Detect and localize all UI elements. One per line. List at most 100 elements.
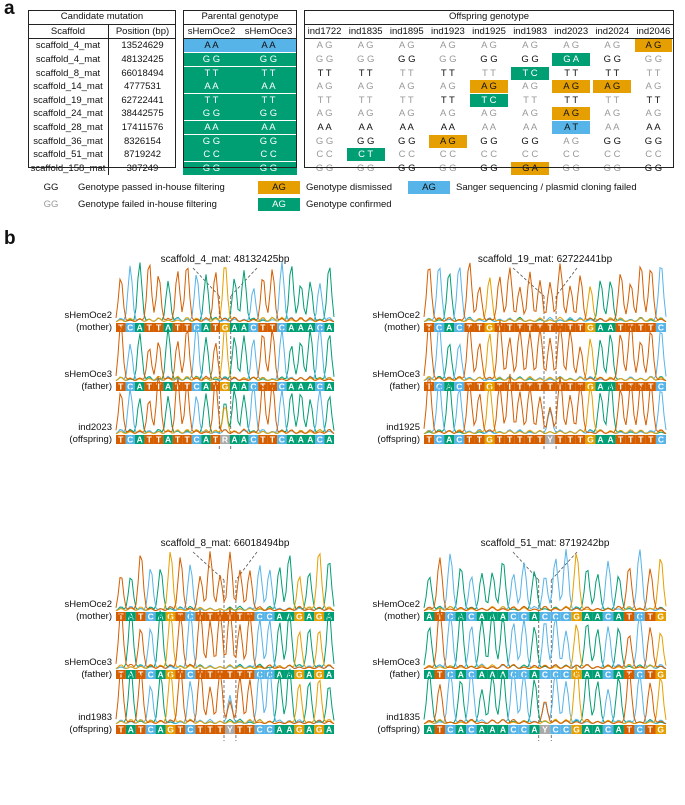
trace-T-curve: [423, 672, 667, 725]
genotype-value: G A: [511, 161, 549, 175]
genotype-cell: A A: [468, 121, 509, 135]
base-letter: C: [521, 612, 527, 622]
base-letter: T: [648, 435, 654, 445]
base-cell: [529, 670, 540, 679]
base-cell: [220, 435, 230, 444]
base-cell: [581, 670, 593, 679]
base-letter: A: [458, 612, 464, 622]
genotype-cell: T T: [386, 66, 427, 80]
sample-role: (offspring): [69, 434, 112, 445]
base-letter: T: [213, 382, 219, 392]
base-cell: [464, 435, 475, 444]
genotype-value: A A: [183, 121, 240, 135]
base-cell: [277, 382, 287, 391]
trace-T-curve: [423, 608, 667, 670]
base-letter: A: [231, 323, 237, 333]
base-cell: [116, 670, 126, 679]
genotype-cell: A G: [345, 80, 386, 94]
base-letter: T: [247, 725, 253, 735]
base-letter: A: [616, 725, 622, 735]
position-header: Position (bp): [108, 24, 176, 40]
genotype-cell: T T: [633, 94, 674, 108]
base-letter: A: [584, 612, 590, 622]
base-cell: [571, 670, 582, 679]
base-letter: A: [458, 670, 464, 680]
base-letter: T: [537, 382, 543, 392]
base-cell: [655, 612, 666, 621]
base-cell: [508, 670, 519, 679]
legend-text-sanger: Sanger sequencing / plasmid cloning fail…: [456, 182, 637, 193]
base-cell: [565, 323, 576, 332]
genotype-value: A G: [357, 40, 374, 52]
trace-C-curve: [115, 667, 335, 725]
genotype-cell: G G: [468, 53, 509, 67]
position-value: 8719242: [124, 149, 161, 161]
genotype-value: A A: [481, 122, 497, 134]
base-cell: [514, 323, 525, 332]
base-letter: T: [527, 435, 533, 445]
base-letter: T: [638, 323, 644, 333]
base-letter: T: [648, 725, 654, 735]
base-letter: A: [165, 323, 171, 333]
base-letter: A: [426, 725, 432, 735]
base-cell: [623, 725, 635, 734]
genotype-value: A G: [481, 108, 497, 120]
genotype-value: G G: [315, 54, 334, 66]
base-cell: [254, 612, 265, 621]
base-cell: [239, 323, 249, 332]
scaffold-name: scaffold_28_mat: [28, 120, 109, 135]
base-cell: [185, 725, 196, 734]
base-cell: [175, 725, 186, 734]
base-cell: [613, 612, 624, 621]
position-value: 62722441: [121, 94, 164, 106]
base-letter: A: [595, 612, 601, 622]
genotype-cell: G G: [240, 53, 297, 67]
base-cell: [324, 435, 334, 444]
base-cell: [623, 612, 635, 621]
base-cell: [655, 725, 666, 734]
base-cell: [615, 382, 626, 391]
base-letter: T: [497, 435, 503, 445]
base-letter: A: [595, 670, 601, 680]
trace-T-curve: [115, 607, 335, 670]
base-cell: [239, 382, 249, 391]
base-cell: [314, 612, 325, 621]
base-letter: C: [250, 435, 256, 445]
base-cell: [116, 382, 126, 391]
base-cell: [234, 670, 245, 679]
base-letter: C: [658, 382, 664, 392]
trace-A-curve: [423, 334, 667, 382]
genotype-cell: C C: [510, 148, 551, 162]
sample-role: (father): [389, 669, 420, 680]
base-letter: C: [510, 670, 516, 680]
trace-A-curve: [115, 389, 335, 435]
scaffold-name: scaffold_8_mat: [28, 66, 109, 80]
trace-C-curve: [423, 549, 667, 612]
genotype-value: G G: [240, 161, 297, 175]
callout-line-right: [230, 267, 258, 297]
genotype-value: A G: [645, 108, 662, 120]
base-cell: [125, 323, 135, 332]
base-letter: T: [618, 382, 624, 392]
base-letter: A: [306, 612, 312, 622]
genotype-cell: G A: [510, 161, 551, 176]
genotype-value: T T: [440, 67, 455, 79]
base-letter: A: [607, 435, 613, 445]
scaffold-name: scaffold_24_mat: [28, 107, 109, 121]
base-cell: [205, 612, 216, 621]
base-cell: [135, 612, 146, 621]
base-letter: T: [237, 670, 243, 680]
genotype-cell: A A: [510, 121, 551, 135]
base-cell: [182, 435, 192, 444]
base-letter: A: [479, 670, 485, 680]
scaffold-name: scaffold_19_mat: [28, 93, 109, 108]
base-letter: A: [276, 670, 282, 680]
base-cell: [305, 323, 316, 332]
base-letter: T: [517, 382, 523, 392]
trace-G-curve: [115, 330, 335, 382]
base-cell: [497, 612, 509, 621]
